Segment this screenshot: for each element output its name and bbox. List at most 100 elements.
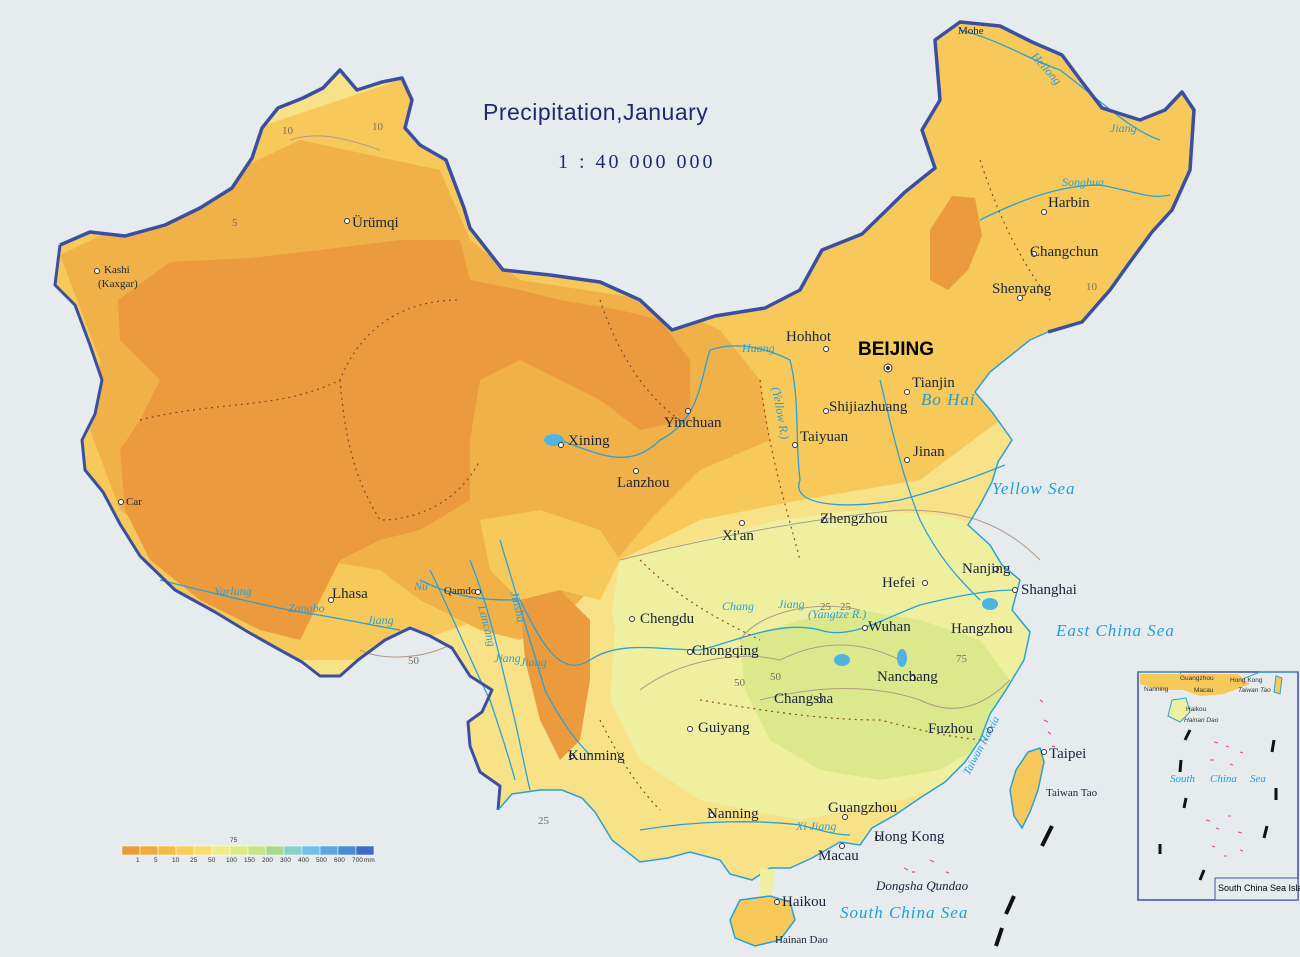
- city-markers: [94, 209, 1047, 905]
- city-label-hangzhou: Hangzhou: [951, 621, 1013, 637]
- city-label-shenyang: Shenyang: [992, 281, 1052, 297]
- inset-label-haikou: Haikou: [1186, 706, 1207, 713]
- city-label-lhasa: Lhasa: [332, 586, 368, 602]
- inset-maritime-dashes: [1158, 729, 1278, 881]
- legend-value-label: 500: [316, 857, 327, 864]
- city-label-urumqi: Ürümqi: [352, 215, 399, 231]
- island-label-hainan-dao: Hainan Dao: [775, 934, 828, 946]
- taiwan-island: [1009, 747, 1045, 830]
- southern-border: [53, 244, 502, 811]
- maritime-boundary: [994, 825, 1054, 947]
- city-label-kashi: Kashi: [104, 264, 130, 276]
- legend-value-label: 10: [172, 857, 180, 864]
- legend-swatch: [157, 845, 177, 856]
- legend-value-label: 300: [280, 857, 291, 864]
- inset-label-taiwan-tao: Taiwan Tao: [1238, 687, 1271, 694]
- inset-caption: South China Sea Islands: [1218, 883, 1300, 893]
- legend-value-label: 1: [136, 857, 140, 864]
- grand-canal: [879, 379, 981, 601]
- city-label-haikou: Haikou: [782, 894, 827, 910]
- city-label-qamdo: Qamdo: [444, 585, 477, 597]
- city-label-mohe: Mohe: [958, 25, 984, 37]
- contour-label: 10: [1086, 281, 1097, 293]
- legend-unit-label: mm: [364, 857, 375, 864]
- contour-label: 50: [770, 671, 781, 683]
- river-label-yangtze-r: (Yangtze R.): [808, 607, 867, 621]
- river-label-zangbo: Zangbo: [288, 601, 325, 615]
- legend-swatch: [193, 845, 213, 856]
- city-label-yinchuan: Yinchuan: [664, 415, 722, 431]
- legend-value-label: 50: [208, 857, 216, 864]
- songhua-river: [979, 184, 1171, 221]
- island-label-taiwan-tao: Taiwan Tao: [1046, 787, 1098, 799]
- sea-label-bo-hai: Bo Hai: [921, 390, 976, 409]
- river-label-jinsha-jiang: Jiang: [520, 655, 547, 669]
- tai-lake: [982, 598, 998, 610]
- city-label-tianjin: Tianjin: [912, 375, 955, 391]
- city-label-macau: Macau: [818, 848, 859, 864]
- inset-label-hainan-dao: Hainan Dao: [1184, 717, 1219, 724]
- legend-swatch: [265, 845, 285, 856]
- yarlung-river: [159, 579, 401, 631]
- river-label-huang: Huang: [742, 341, 775, 355]
- city-label-changsha: Changsha: [774, 691, 834, 707]
- province-boundaries: [139, 159, 1051, 811]
- leizhou-peninsula: [760, 868, 775, 896]
- contour-label: 50: [734, 677, 745, 689]
- band-5-10-sichuan: [480, 510, 620, 600]
- legend-swatch: [229, 845, 249, 856]
- contour-label: 25: [840, 601, 851, 613]
- city-label-harbin: Harbin: [1048, 195, 1090, 211]
- river-label-nu: Nu: [414, 579, 429, 593]
- inset-label-china: China: [1210, 773, 1237, 785]
- city-label-hong-kong: Hong Kong: [874, 829, 945, 845]
- legend-value-label: 25: [190, 857, 198, 864]
- band-lt-1: [118, 240, 690, 640]
- legend-value-label: 150: [244, 857, 255, 864]
- legend-swatch: [175, 845, 195, 856]
- legend-value-label: 100: [226, 857, 237, 864]
- city-label-hefei: Hefei: [882, 575, 916, 591]
- inset-islands: [1205, 741, 1244, 857]
- inset-label-hong-kong: Hong Kong: [1230, 677, 1263, 684]
- nu-river: [429, 569, 516, 781]
- inset-label-south: South: [1170, 773, 1196, 785]
- sea-label-south-china-sea: South China Sea: [840, 903, 969, 922]
- city-label-guangzhou: Guangzhou: [828, 800, 898, 816]
- legend-swatch: [319, 845, 339, 856]
- city-label-nanning: Nanning: [707, 806, 759, 822]
- city-label-wuhan: Wuhan: [868, 619, 911, 635]
- city-label-nanchang: Nanchang: [877, 669, 938, 685]
- river-label-lancang-jiang: Jiang: [494, 651, 521, 665]
- band-25-50-basin: [612, 560, 700, 680]
- inset-taiwan: [1273, 675, 1283, 695]
- river-label-chang: Chang: [722, 599, 755, 613]
- legend-swatch: [337, 845, 357, 856]
- city-label-car: Car: [126, 496, 142, 508]
- city-label-chongqing: Chongqing: [692, 643, 759, 659]
- sea-label-yellow-sea: Yellow Sea: [992, 479, 1076, 498]
- legend-swatch: [355, 845, 375, 856]
- city-label-fuzhou: Fuzhou: [928, 721, 973, 737]
- heilong-river: [959, 29, 1161, 141]
- legend-value-label: 200: [262, 857, 273, 864]
- city-label-xian: Xi'an: [722, 528, 754, 544]
- inset-hainan: [1167, 697, 1191, 723]
- pearl-river: [639, 821, 851, 836]
- sea-label-east-china-sea: East China Sea: [1056, 621, 1175, 640]
- river-label-yarlung: Yarlung: [214, 584, 252, 598]
- contour-label: 50: [408, 655, 419, 667]
- city-label-hohhot: Hohhot: [786, 329, 831, 345]
- rivers: [159, 29, 1171, 836]
- city-label-chengdu: Chengdu: [640, 611, 695, 627]
- coastline: [497, 331, 1049, 881]
- legend-top-label: 75: [230, 837, 238, 844]
- poyang-lake: [897, 649, 907, 667]
- inset-south-china-sea: [1137, 671, 1299, 901]
- legend-swatch: [283, 845, 303, 856]
- city-label-nanjing: Nanjing: [962, 561, 1011, 577]
- map-title: Precipitation,January: [483, 99, 709, 125]
- legend-swatch: [139, 845, 159, 856]
- band-50-75: [740, 610, 1010, 780]
- inset-label-macau: Macau: [1194, 687, 1214, 694]
